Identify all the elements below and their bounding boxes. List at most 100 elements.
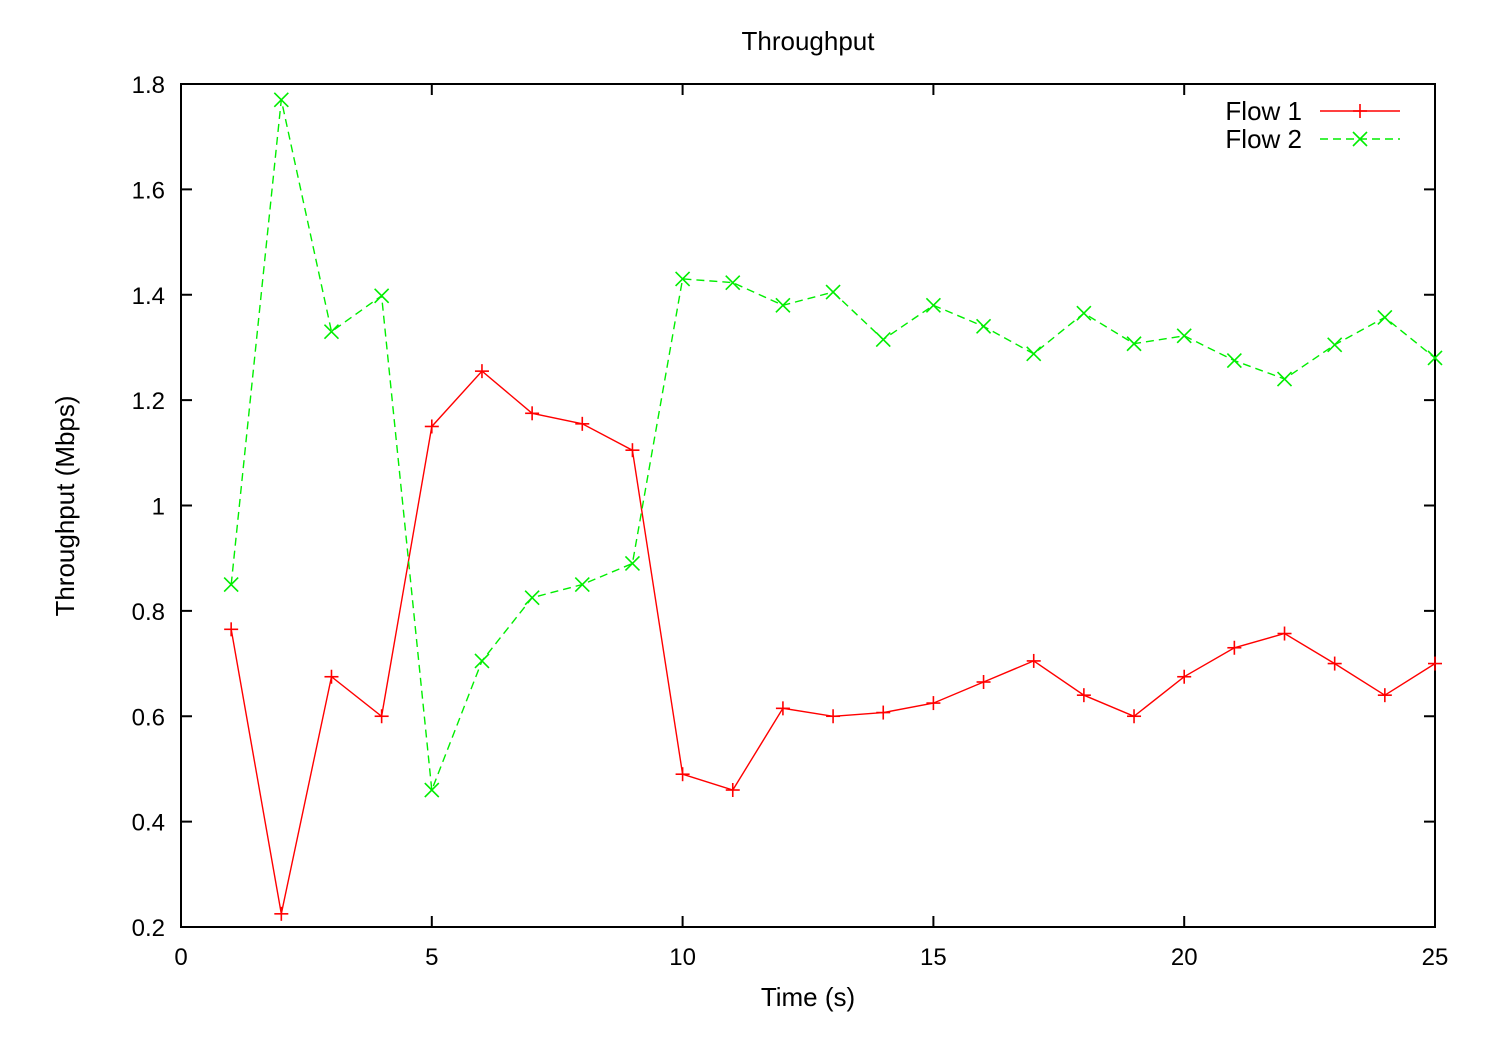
- axis-ticks: [180, 83, 1436, 928]
- data-point-marker: [1276, 371, 1293, 387]
- data-point: [1377, 309, 1393, 325]
- data-point: [975, 318, 992, 334]
- series-layer: [223, 92, 1443, 921]
- data-point: [1227, 640, 1242, 655]
- data-point: [224, 622, 239, 637]
- data-point-marker: [424, 782, 440, 798]
- data-point: [925, 297, 941, 313]
- data-point: [1276, 371, 1293, 387]
- data-point: [826, 709, 841, 724]
- data-point: [1226, 353, 1242, 369]
- legend-item-flow-1: Flow 1: [1225, 96, 1400, 126]
- x-axis-label: Time (s): [761, 982, 855, 1012]
- x-tick-label: 25: [1422, 944, 1449, 971]
- data-point-marker: [1377, 309, 1393, 325]
- data-point-marker: [273, 92, 289, 108]
- data-point: [875, 331, 891, 348]
- x-tick-labels: 0 5 10 15 20 25: [174, 944, 1448, 971]
- legend-label: Flow 2: [1225, 124, 1302, 154]
- data-point: [1076, 305, 1092, 321]
- data-point: [625, 443, 640, 458]
- data-point: [574, 576, 590, 593]
- data-point: [374, 288, 390, 304]
- y-tick-label: 0.8: [132, 599, 165, 626]
- data-point: [1327, 656, 1342, 671]
- data-point: [1327, 337, 1343, 353]
- y-tick-label: 1: [152, 494, 165, 521]
- data-point-marker: [825, 284, 841, 300]
- y-tick-label: 1.4: [132, 283, 165, 310]
- data-point: [1377, 688, 1392, 703]
- data-point: [1177, 669, 1192, 684]
- x-tick-label: 10: [669, 944, 696, 971]
- data-point: [976, 675, 991, 690]
- series-line-flow-1: [230, 370, 1436, 914]
- y-tick-label: 1.6: [132, 177, 165, 204]
- data-point-marker: [524, 590, 540, 606]
- data-point-marker: [925, 297, 941, 313]
- data-point: [876, 705, 891, 720]
- x-tick-label: 5: [425, 944, 438, 971]
- data-point: [1277, 626, 1292, 641]
- y-tick-label: 1.8: [132, 72, 165, 99]
- data-point: [1126, 336, 1142, 352]
- data-point-marker: [624, 555, 641, 572]
- data-point: [1026, 346, 1042, 362]
- data-point-marker: [223, 576, 239, 593]
- legend-item-flow-2: Flow 2: [1225, 124, 1400, 154]
- chart-title: Throughput: [742, 26, 876, 56]
- data-point: [675, 271, 691, 287]
- data-point-marker: [1352, 131, 1368, 147]
- data-point: [424, 419, 439, 434]
- data-point-marker: [474, 653, 490, 669]
- data-point: [424, 782, 440, 798]
- y-tick-labels: 0.2 0.4 0.6 0.8 1 1.2 1.4 1.6 1.8: [132, 72, 165, 942]
- data-point-marker: [323, 324, 340, 340]
- data-point: [274, 906, 289, 921]
- data-point: [1026, 653, 1041, 668]
- series-flow-2: [223, 92, 1443, 798]
- data-point: [374, 709, 389, 724]
- data-point-marker: [1026, 346, 1042, 362]
- data-point: [775, 297, 791, 313]
- data-point-marker: [1427, 350, 1443, 366]
- data-point: [675, 767, 690, 782]
- data-point: [1427, 350, 1443, 366]
- y-tick-label: 1.2: [132, 388, 165, 415]
- data-point: [324, 669, 339, 684]
- data-point: [775, 701, 790, 716]
- data-point: [323, 324, 340, 340]
- data-point-marker: [574, 576, 590, 593]
- data-point: [1127, 709, 1142, 724]
- data-point-marker: [1076, 305, 1092, 321]
- data-point-marker: [975, 318, 992, 334]
- data-point-marker: [1176, 328, 1192, 344]
- x-tick-label: 0: [174, 944, 187, 971]
- data-point-marker: [875, 331, 891, 348]
- data-point: [1076, 688, 1091, 703]
- legend-label: Flow 1: [1225, 96, 1302, 126]
- data-point: [725, 275, 741, 291]
- data-point: [474, 653, 490, 669]
- data-point-marker: [1226, 353, 1242, 369]
- x-tick-label: 15: [920, 944, 947, 971]
- data-point: [1428, 656, 1442, 671]
- x-tick-label: 20: [1171, 944, 1198, 971]
- data-point-marker: [374, 288, 390, 304]
- data-point-marker: [1327, 337, 1343, 353]
- data-point: [223, 576, 239, 593]
- y-tick-label: 0.2: [132, 915, 165, 942]
- y-tick-label: 0.4: [132, 810, 165, 837]
- data-point-marker: [1126, 336, 1142, 352]
- series-line-flow-2: [230, 99, 1436, 791]
- data-point-marker: [775, 297, 791, 313]
- data-point-marker: [675, 271, 691, 287]
- data-point: [474, 364, 489, 379]
- plot-frame: [180, 83, 1436, 928]
- data-point: [273, 92, 289, 108]
- data-point: [624, 555, 641, 572]
- data-point-marker: [725, 275, 741, 291]
- data-point: [525, 406, 540, 421]
